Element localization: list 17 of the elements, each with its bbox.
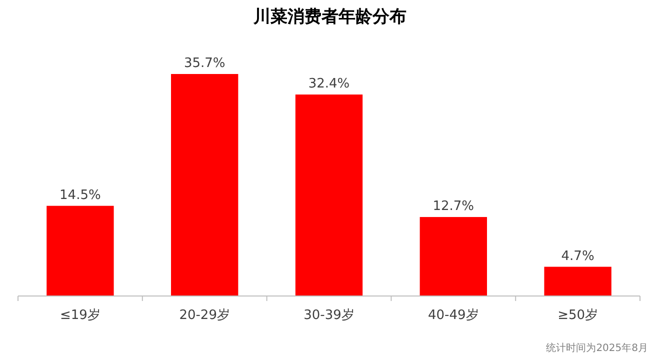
chart-title: 川菜消费者年龄分布	[252, 7, 406, 27]
bar	[420, 217, 487, 296]
data-label: 35.7%	[184, 56, 226, 71]
data-label: 12.7%	[432, 199, 474, 214]
x-tick-label: ≥50岁	[558, 308, 598, 323]
x-tick-label: ≤19岁	[60, 308, 100, 323]
x-tick-label: 30-39岁	[304, 308, 354, 323]
data-label: 4.7%	[561, 248, 594, 264]
bar	[295, 94, 363, 296]
x-tick-label: 20-29岁	[179, 308, 230, 323]
text: 统计时间为2025年8月	[546, 342, 648, 354]
x-tick-label: 40-49岁	[428, 308, 479, 323]
data-label: 32.4%	[308, 76, 350, 92]
bar	[46, 206, 114, 296]
bar	[171, 74, 238, 296]
data-label: 14.5%	[60, 188, 101, 203]
bar	[544, 266, 612, 296]
